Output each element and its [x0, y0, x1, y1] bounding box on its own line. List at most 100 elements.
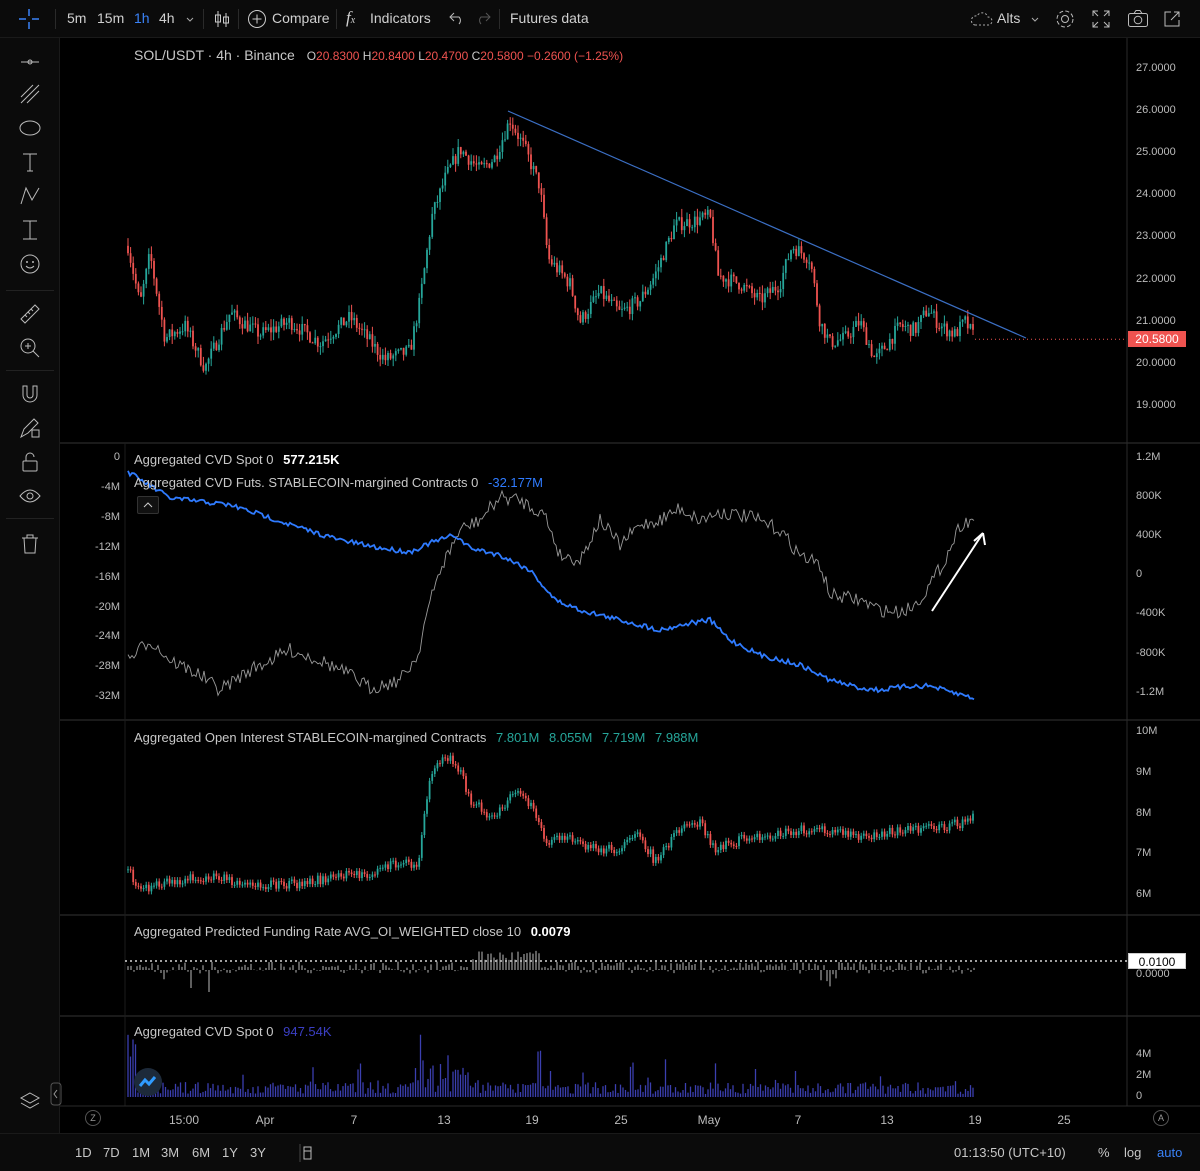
candle-body [649, 284, 652, 290]
layers-icon[interactable] [18, 1090, 42, 1114]
gear-icon[interactable] [1054, 8, 1076, 33]
candle-body [228, 314, 231, 323]
range-3m[interactable]: 3M [161, 1145, 180, 1160]
ellipse-icon[interactable] [18, 116, 42, 140]
oi-candle-body [132, 869, 135, 883]
futures-data-button[interactable]: Futures data [510, 10, 589, 26]
ruler-icon[interactable] [18, 302, 42, 326]
measure-icon[interactable] [18, 218, 42, 242]
funding-label[interactable]: Aggregated Predicted Funding Rate AVG_OI… [134, 924, 522, 939]
candle-body [558, 265, 561, 273]
layout-name[interactable]: Alts [997, 10, 1021, 26]
camera-icon[interactable] [1127, 9, 1149, 32]
plus-circle-icon[interactable] [247, 9, 267, 32]
range-1y[interactable]: 1Y [222, 1145, 238, 1160]
candle-body [831, 336, 834, 347]
range-3y[interactable]: 3Y [250, 1145, 266, 1160]
oi-candle-body [207, 876, 210, 880]
candle-body [683, 226, 686, 231]
emoji-icon[interactable] [18, 252, 42, 276]
oi-high: 8.055M [549, 730, 593, 745]
range-7d[interactable]: 7D [103, 1145, 120, 1160]
log-toggle[interactable]: log [1124, 1145, 1142, 1160]
interval-1h[interactable]: 1h [134, 10, 150, 26]
candle-body [410, 344, 413, 350]
collapse-toolbar-icon[interactable] [44, 1082, 62, 1106]
candle-body [548, 245, 551, 260]
redo-icon[interactable] [475, 11, 491, 28]
oi-candle-body [753, 837, 756, 840]
oi-candle-body [818, 827, 821, 830]
zoom-in-icon[interactable] [18, 336, 42, 360]
pencil-lock-icon[interactable] [18, 416, 42, 440]
oi-candle-body [623, 842, 626, 849]
oi-candle-body [652, 849, 655, 863]
oi-label[interactable]: Aggregated Open Interest STABLECOIN-marg… [134, 730, 487, 745]
undo-icon[interactable] [449, 11, 465, 28]
indicators-button[interactable]: Indicators [370, 10, 431, 26]
interval-15m[interactable]: 15m [97, 10, 125, 26]
oi-candle-body [855, 834, 857, 836]
oi-candle-body [457, 765, 460, 772]
compare-button[interactable]: Compare [272, 10, 330, 26]
horizontal-line-icon[interactable] [18, 50, 42, 74]
cloud-icon[interactable] [968, 9, 994, 32]
cvd-spot-label[interactable]: Aggregated CVD Spot 0 [134, 452, 274, 467]
cvd-futs-label[interactable]: Aggregated CVD Futs. STABLECOIN-margined… [134, 475, 479, 490]
popout-icon[interactable] [1162, 9, 1182, 32]
interval-4h[interactable]: 4h [159, 10, 175, 26]
chart-canvas[interactable] [60, 38, 1200, 1133]
trash-icon[interactable] [18, 532, 42, 556]
auto-toggle[interactable]: auto [1157, 1145, 1183, 1160]
chevron-down-icon[interactable] [1030, 12, 1040, 28]
lock-icon[interactable] [18, 450, 42, 474]
oi-candle-body [927, 824, 930, 826]
oi-candle-body [904, 830, 907, 834]
crosshair-icon[interactable] [16, 6, 42, 35]
candle-body [797, 246, 800, 256]
candle-body [407, 344, 410, 347]
interval-5m[interactable]: 5m [67, 10, 87, 26]
chevron-up-icon[interactable] [137, 496, 159, 514]
oi-candle-body [467, 791, 470, 794]
range-6m[interactable]: 6M [192, 1145, 211, 1160]
candle-body [329, 338, 332, 340]
chevron-down-icon[interactable] [185, 12, 195, 28]
axis-tick-label: 0 [113, 451, 120, 463]
candle-body [550, 259, 553, 265]
function-icon[interactable]: fx [346, 8, 356, 27]
oi-candle-body [704, 823, 707, 836]
candle-body [673, 225, 675, 240]
eye-icon[interactable] [18, 484, 42, 508]
magnet-icon[interactable] [18, 382, 42, 406]
clock-time[interactable]: 01:13:50 (UTC+10) [954, 1145, 1066, 1160]
oi-candle-body [901, 832, 904, 834]
text-icon[interactable] [18, 150, 42, 174]
candle-body [254, 323, 257, 325]
cvd2-label[interactable]: Aggregated CVD Spot 0 [134, 1024, 274, 1039]
candlestick-icon[interactable] [213, 9, 231, 32]
percent-toggle[interactable]: % [1098, 1145, 1110, 1160]
oi-candle-body [914, 825, 917, 828]
symbol-title[interactable]: SOL/USDT · 4h · Binance [134, 47, 295, 63]
candle-body [215, 342, 218, 351]
oi-candle-body [275, 881, 278, 889]
range-1m[interactable]: 1M [132, 1145, 151, 1160]
candle-body [379, 354, 382, 360]
tradingview-logo-icon[interactable] [134, 1068, 162, 1096]
range-1d[interactable]: 1D [75, 1145, 92, 1160]
oi-candle-body [566, 836, 569, 840]
fullscreen-icon[interactable] [1091, 9, 1111, 32]
candle-body [644, 291, 647, 295]
open-value: 20.8300 [316, 49, 360, 63]
candle-body [935, 311, 938, 328]
pattern-icon[interactable] [18, 184, 42, 208]
candle-body [556, 262, 558, 273]
zoom-z-button[interactable]: Z [85, 1110, 101, 1126]
candle-body [873, 355, 876, 358]
candle-body [280, 318, 283, 327]
auto-scale-button[interactable]: A [1153, 1110, 1169, 1126]
pitchfork-icon[interactable] [18, 82, 42, 106]
goto-date-icon[interactable] [288, 1143, 312, 1166]
oi-candle-body [862, 833, 865, 836]
